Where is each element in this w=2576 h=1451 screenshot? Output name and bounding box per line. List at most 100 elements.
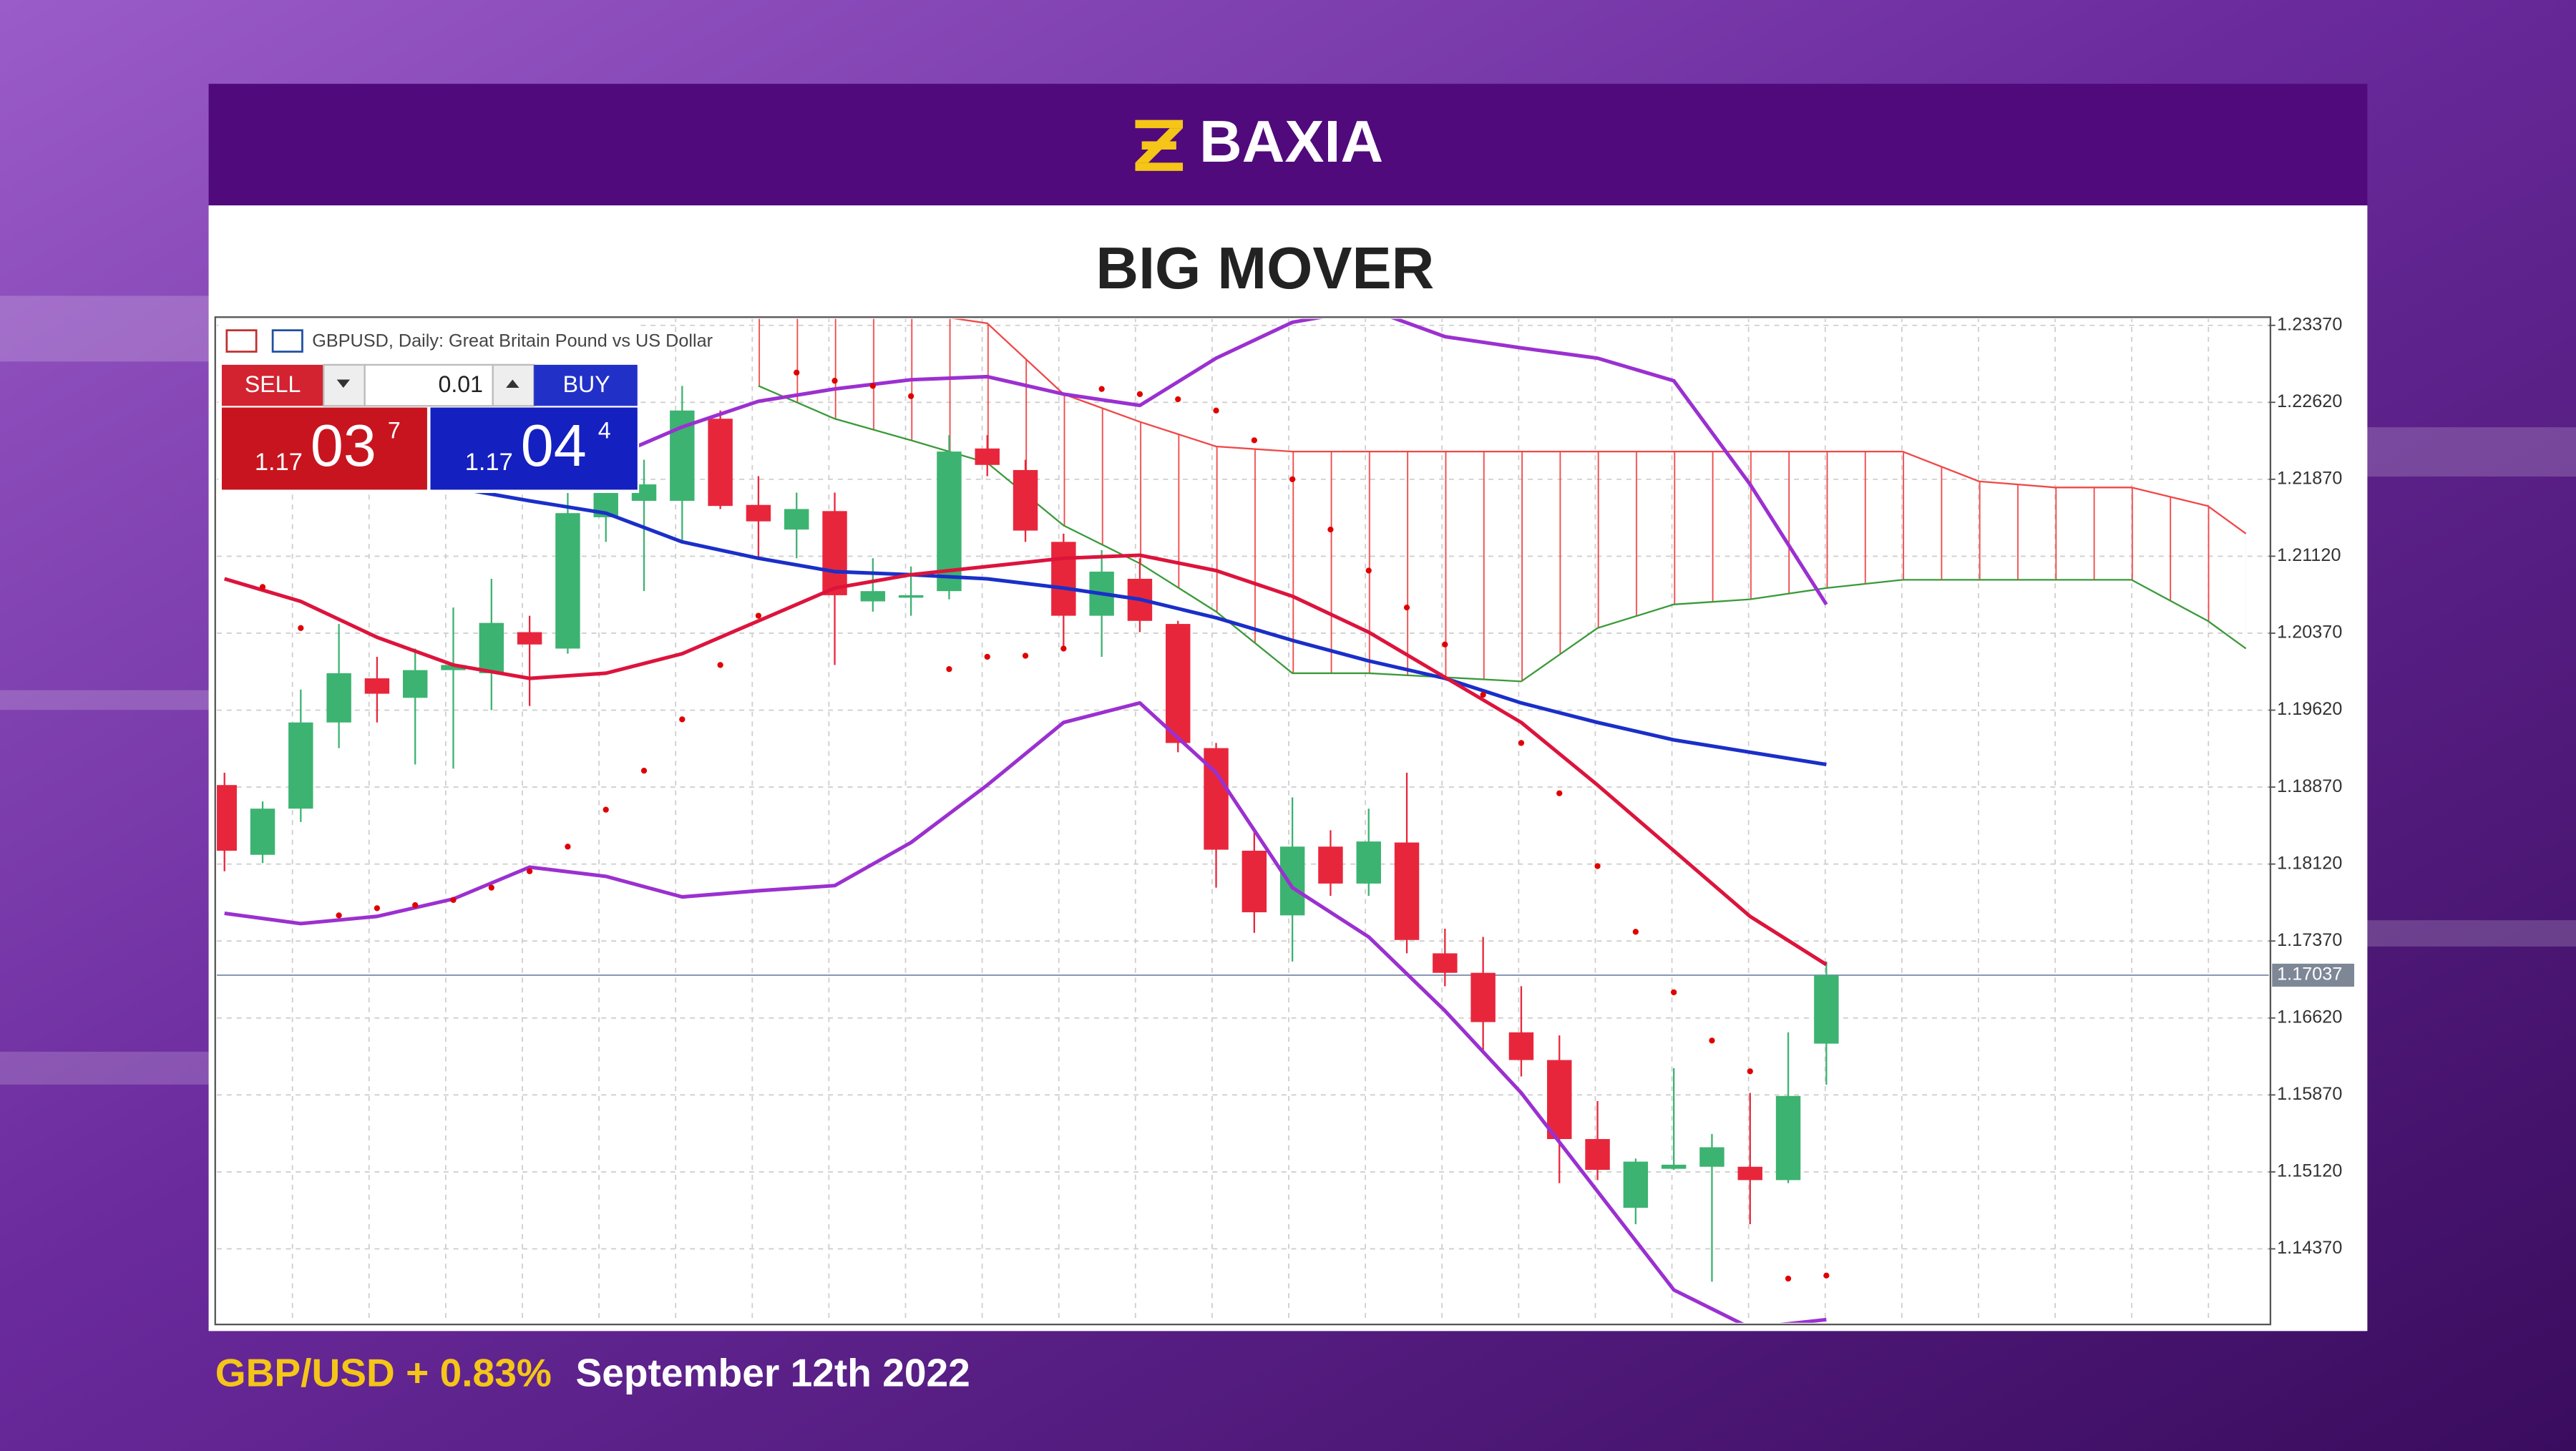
sar-dot xyxy=(1365,567,1372,574)
sell-button[interactable] xyxy=(221,364,324,406)
sar-dot xyxy=(336,912,342,919)
sar-dot xyxy=(1709,1037,1715,1044)
footer-change: GBP/USD + 0.83% xyxy=(215,1350,552,1394)
logo-icon xyxy=(1135,119,1184,171)
volume-input[interactable] xyxy=(364,363,494,407)
sar-dot xyxy=(1403,604,1410,611)
current-price-box xyxy=(2272,963,2355,987)
sar-dot xyxy=(450,897,457,903)
buy-price-box[interactable] xyxy=(430,407,638,490)
y-tick-label: 1.21870 xyxy=(2277,469,2342,489)
sar-dot xyxy=(1289,476,1296,482)
sar-dot xyxy=(869,383,876,389)
header-band xyxy=(208,84,2368,206)
candle-body xyxy=(1814,974,1839,1044)
sar-dot xyxy=(908,393,914,399)
sar-dot xyxy=(259,584,266,590)
plot-area xyxy=(217,318,2269,1323)
indicator-line xyxy=(223,553,1828,967)
indicator-line xyxy=(453,485,1827,767)
logo-text: BAXIA xyxy=(1199,108,1383,175)
candle-body xyxy=(441,665,466,670)
sar-dot xyxy=(1022,653,1029,659)
candle-body xyxy=(250,808,275,855)
volume-down[interactable] xyxy=(323,363,366,407)
sar-dot xyxy=(1594,863,1601,869)
sar-dot xyxy=(565,844,571,850)
sell-price-prefix[interactable]: 1.17 xyxy=(255,449,303,476)
sar-dot xyxy=(488,884,494,891)
candle-body xyxy=(1547,1060,1572,1140)
candle-body xyxy=(1356,841,1381,884)
candle-body xyxy=(555,513,580,649)
sell-label[interactable]: SELL xyxy=(245,371,301,397)
candle-body xyxy=(1241,851,1267,913)
trade-panel: GBPUSD, Daily: Great Britain Pound vs US… xyxy=(218,318,713,494)
sar-dot xyxy=(1671,989,1677,996)
candle-body xyxy=(217,785,237,851)
candle-body xyxy=(364,678,390,694)
sar-dot xyxy=(412,902,419,909)
cloud-upper xyxy=(951,318,2247,534)
arrow-down xyxy=(336,379,351,389)
sar-dot xyxy=(1518,740,1525,746)
sell-price-small[interactable]: 7 xyxy=(388,418,401,444)
candle-body xyxy=(1394,842,1420,940)
sar-dot xyxy=(831,378,838,384)
candle-body xyxy=(1051,542,1076,616)
cloud-fill xyxy=(758,318,2246,682)
candle-body xyxy=(975,448,1000,465)
panel-icon xyxy=(225,329,258,353)
buy-price-big[interactable]: 04 xyxy=(521,412,587,479)
sar-dot xyxy=(1251,437,1257,444)
sell-price-big[interactable]: 03 xyxy=(311,412,376,479)
sell-price-box[interactable] xyxy=(221,407,427,490)
cloud-lower xyxy=(758,385,2247,683)
candle-body xyxy=(1737,1166,1762,1181)
y-tick-label: 1.23370 xyxy=(2277,314,2342,334)
price-axis: 1.23370 1.22620 1.21870 1.21120 1.20370 1.196… xyxy=(2268,314,2355,1258)
footer: GBP/USD + 0.83% September 12th 2022 xyxy=(215,1350,970,1394)
buy-button[interactable] xyxy=(534,364,638,406)
candle-body xyxy=(1279,846,1305,916)
arrow-up xyxy=(506,379,519,389)
y-tick-label: 1.22620 xyxy=(2277,391,2342,411)
sar-dot xyxy=(946,666,952,673)
sar-dot xyxy=(1480,691,1486,698)
candle-body xyxy=(1166,624,1191,743)
sar-dot xyxy=(1098,386,1105,392)
candle-body xyxy=(479,622,504,673)
sar-dot xyxy=(1747,1068,1753,1075)
sar-dot xyxy=(526,868,533,874)
indicator-line xyxy=(529,318,1828,606)
buy-price-small[interactable]: 4 xyxy=(598,418,611,444)
indicator-line xyxy=(224,700,1827,1323)
y-tick-label: 1.19620 xyxy=(2277,699,2342,719)
y-tick-label: 1.14370 xyxy=(2277,1238,2342,1258)
candle-body xyxy=(1470,972,1496,1022)
buy-label[interactable]: BUY xyxy=(563,371,610,397)
buy-price-prefix[interactable]: 1.17 xyxy=(465,449,513,476)
y-tick-label: 1.15870 xyxy=(2277,1084,2342,1104)
candle-body xyxy=(326,673,351,723)
sar-dot xyxy=(1327,526,1334,533)
candle-body xyxy=(1013,469,1038,531)
candle-body xyxy=(746,504,771,522)
sar-dot xyxy=(1136,391,1143,397)
sar-dot xyxy=(1175,396,1181,403)
sar-dot xyxy=(374,905,381,912)
y-tick-label: 1.21120 xyxy=(2277,545,2341,565)
candle-body xyxy=(1623,1161,1649,1208)
candle-body xyxy=(937,451,962,592)
sar-dot xyxy=(679,716,686,723)
sar-dot xyxy=(1442,641,1448,648)
volume-value[interactable]: 0.01 xyxy=(438,371,483,397)
sar-dot xyxy=(298,625,304,631)
candle-body xyxy=(784,509,809,530)
candle-body xyxy=(1699,1147,1724,1167)
sar-dot xyxy=(1213,407,1219,414)
y-tick-label: 1.18120 xyxy=(2277,853,2342,873)
candle-body xyxy=(898,595,924,598)
y-tick-label: 1.18870 xyxy=(2277,776,2342,796)
candle-body xyxy=(1585,1139,1610,1171)
